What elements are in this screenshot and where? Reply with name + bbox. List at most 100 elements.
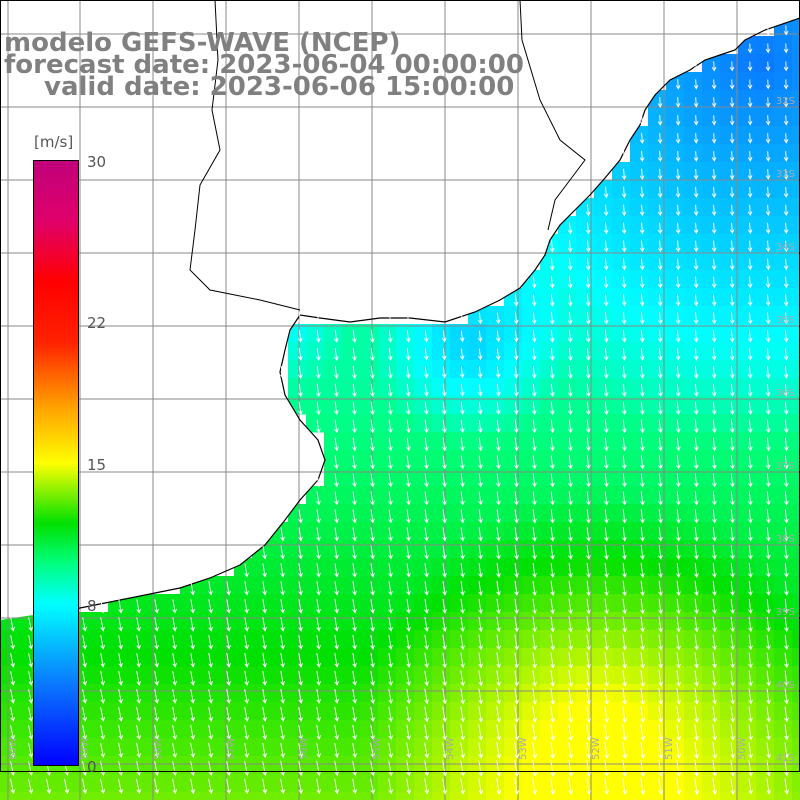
wind-arrow: [424, 366, 429, 379]
wind-cell: [198, 684, 217, 703]
wind-arrow: [675, 168, 681, 181]
wind-cell: [486, 450, 505, 469]
wind-cell: [360, 720, 379, 739]
wind-cell: [360, 684, 379, 703]
wind-cell: [18, 666, 37, 685]
wind-cell: [108, 630, 127, 649]
longitude-label: 56W: [299, 737, 310, 760]
wind-arrow: [658, 777, 664, 795]
wind-arrow: [640, 437, 645, 452]
wind-cell: [342, 468, 361, 487]
wind-arrow: [550, 778, 556, 795]
wind-arrow: [693, 168, 699, 180]
wind-cell: [288, 522, 307, 541]
wind-arrow: [388, 473, 393, 488]
wind-arrow: [477, 366, 483, 379]
wind-arrow: [316, 509, 321, 524]
wind-arrow: [784, 706, 789, 723]
wind-cell: [756, 54, 775, 73]
wind-cell: [702, 198, 721, 217]
wind-cell: [414, 396, 433, 415]
wind-arrow: [478, 724, 484, 741]
wind-arrow: [459, 348, 465, 361]
wind-cell: [684, 198, 703, 217]
wind-cell: [360, 594, 379, 613]
wind-cell: [522, 306, 541, 325]
wind-arrow: [604, 598, 609, 615]
wind-arrow: [747, 186, 753, 198]
wind-cell: [648, 486, 667, 505]
wind-cell: [108, 666, 127, 685]
wind-arrow: [514, 688, 519, 705]
wind-cell: [180, 774, 199, 793]
wind-cell: [414, 414, 433, 433]
wind-arrow: [172, 671, 177, 686]
wind-arrow: [388, 545, 393, 560]
wind-cell: [180, 738, 199, 757]
wind-cell: [558, 504, 577, 523]
wind-arrow: [478, 598, 483, 615]
wind-arrow: [262, 760, 268, 777]
wind-arrow: [675, 204, 681, 217]
wind-arrow: [424, 616, 429, 632]
wind-cell: [720, 756, 739, 775]
wind-cell: [612, 306, 631, 325]
wind-cell: [684, 108, 703, 127]
wind-cell: [774, 774, 793, 793]
wind-cell: [576, 720, 595, 739]
wind-cell: [360, 396, 379, 415]
wind-arrow: [766, 437, 771, 452]
wind-cell: [162, 756, 181, 775]
wind-arrow: [28, 689, 34, 704]
wind-cell: [594, 450, 613, 469]
wind-arrow: [675, 330, 681, 343]
wind-cell: [774, 324, 793, 343]
wind-arrow: [136, 778, 142, 795]
wind-cell: [792, 486, 800, 505]
wind-arrow: [388, 455, 393, 470]
wind-arrow: [658, 455, 663, 470]
wind-cell: [648, 666, 667, 685]
wind-arrow: [550, 419, 555, 434]
wind-arrow: [766, 688, 771, 705]
wind-arrow: [766, 491, 771, 506]
wind-arrow: [694, 491, 699, 506]
wind-cell: [270, 612, 289, 631]
wind-arrow: [316, 312, 321, 325]
wind-arrow: [765, 366, 771, 379]
wind-arrow: [748, 545, 753, 560]
wind-arrow: [496, 384, 501, 397]
wind-arrow: [370, 635, 375, 650]
wind-arrow: [675, 222, 681, 235]
longitude-label: 54W: [445, 737, 456, 760]
wind-arrow: [478, 688, 483, 705]
wind-arrow: [783, 186, 789, 198]
wind-cell: [612, 324, 631, 343]
wind-arrow: [748, 670, 753, 687]
wind-cell: [684, 360, 703, 379]
wind-cell: [486, 432, 505, 451]
wind-cell: [504, 720, 523, 739]
wind-cell: [90, 666, 109, 685]
wind-cell: [270, 792, 289, 800]
wind-arrow: [406, 473, 411, 488]
wind-cell: [684, 144, 703, 163]
wind-cell: [522, 504, 541, 523]
wind-cell: [612, 504, 631, 523]
wind-arrow: [190, 581, 195, 596]
wind-arrow: [82, 707, 88, 722]
wind-arrow: [460, 402, 465, 415]
wind-arrow: [784, 634, 789, 651]
wind-cell: [216, 594, 235, 613]
longitude-label: 55W: [372, 737, 383, 760]
wind-cell: [270, 666, 289, 685]
wind-arrow: [334, 599, 339, 614]
wind-cell: [486, 540, 505, 559]
wind-arrow: [460, 598, 465, 614]
wind-cell: [630, 720, 649, 739]
wind-cell: [594, 774, 613, 793]
wind-arrow: [316, 473, 321, 488]
wind-cell: [540, 414, 559, 433]
wind-arrow: [622, 527, 627, 542]
